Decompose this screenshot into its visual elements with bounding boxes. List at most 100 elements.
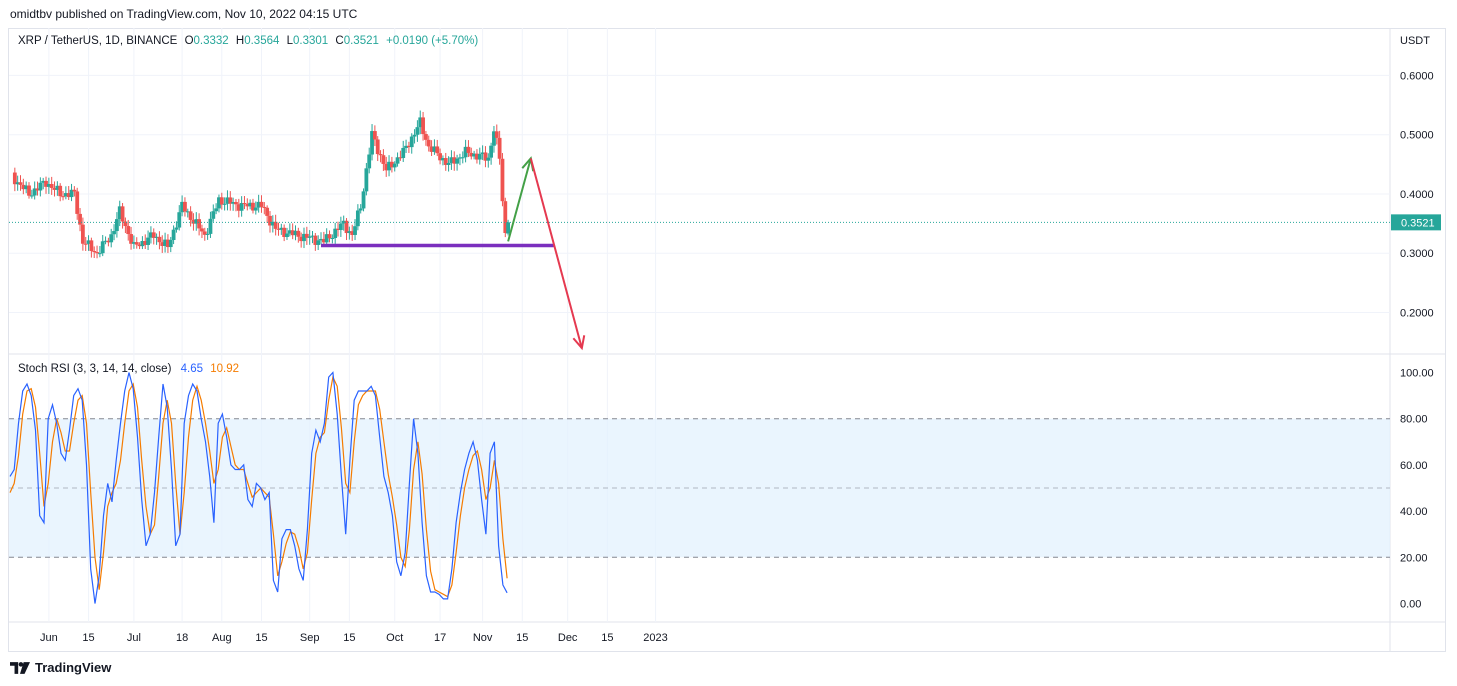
candle-body: [492, 131, 496, 146]
stoch-k-line: [9, 371, 508, 604]
candle-body: [421, 117, 425, 135]
candle-body: [364, 168, 369, 192]
candle-body: [89, 240, 94, 252]
candle-body: [443, 158, 448, 165]
candle-body: [154, 236, 159, 238]
candle-body: [418, 117, 423, 128]
high-value: 0.3564: [244, 35, 280, 47]
time-tick-label: Sep: [300, 632, 320, 644]
symbol-name[interactable]: XRP / TetherUS, 1D, BINANCE: [18, 35, 178, 47]
candle-body: [350, 231, 355, 235]
candle-body: [234, 201, 238, 205]
time-tick-label: Jul: [127, 632, 141, 644]
candle-body: [219, 197, 224, 205]
candle-body: [80, 224, 85, 244]
candle-body: [302, 233, 306, 242]
candle-body: [321, 238, 326, 243]
time-tick-label: 18: [176, 632, 188, 644]
candle-body: [494, 131, 499, 138]
candle-body: [83, 243, 88, 245]
candle-body: [205, 233, 210, 235]
candle-body: [307, 236, 312, 238]
candle-body: [97, 253, 102, 255]
candle-body: [228, 197, 233, 204]
candle-body: [180, 201, 184, 213]
candle-body: [486, 157, 491, 161]
candle-body: [100, 241, 105, 254]
candle-body: [78, 213, 82, 225]
candle-body: [477, 154, 482, 160]
candle-body: [149, 232, 153, 238]
candle-body: [293, 230, 298, 236]
candle-body: [256, 201, 261, 208]
stoch-lines: [9, 371, 508, 604]
candle-body: [61, 196, 65, 198]
candle-body: [75, 191, 80, 214]
candle-body: [469, 152, 474, 157]
candle-body: [103, 240, 108, 242]
candle-body: [424, 134, 428, 140]
candle-body: [503, 201, 508, 233]
candle-body: [378, 154, 383, 156]
candle-body: [12, 172, 17, 185]
candle-body: [245, 204, 250, 207]
candle-body: [92, 251, 97, 253]
candle-body: [208, 218, 213, 234]
ohlc-legend: XRP / TetherUS, 1D, BINANCE O0.3332 H0.3…: [18, 35, 482, 47]
candle-body: [197, 219, 202, 229]
candle-body: [248, 202, 253, 207]
candle-body: [472, 153, 477, 157]
drawings[interactable]: [321, 156, 586, 351]
candle-body: [353, 226, 357, 235]
candle-body: [381, 155, 386, 164]
candle-body: [299, 236, 304, 242]
candle-body: [58, 185, 63, 197]
candle-body: [171, 229, 176, 241]
candle-body: [117, 206, 122, 220]
current-price-label: 0.3521: [1401, 217, 1435, 229]
projection-down-arrow-head: [572, 335, 586, 351]
candle-body: [123, 221, 128, 227]
candle-body: [455, 158, 459, 164]
stoch-d-line: [9, 375, 508, 598]
candle-body: [506, 222, 511, 234]
candle-body: [290, 230, 295, 236]
chart-frame: [8, 28, 1446, 652]
candle-body: [429, 146, 434, 152]
candle-body: [273, 221, 278, 229]
time-tick-label: 2023: [643, 632, 667, 644]
candle-body: [466, 146, 471, 153]
candle-body: [27, 185, 31, 196]
candle-body: [310, 235, 315, 237]
time-tick-label: 15: [601, 632, 613, 644]
candle-body: [166, 239, 170, 248]
candle-body: [358, 208, 363, 211]
candle-body: [163, 239, 167, 246]
candle-body: [35, 188, 40, 191]
candle-body: [191, 219, 196, 224]
candle-body: [231, 201, 236, 204]
candle-body: [441, 158, 445, 161]
price-tick-label: 0.6000: [1400, 70, 1434, 82]
candle-body: [367, 154, 372, 169]
candle-body: [268, 215, 272, 226]
candle-body: [200, 228, 204, 232]
candle-body: [49, 183, 54, 188]
candle-body: [270, 221, 275, 226]
axes: 0.6000 0.5000 0.4000 0.3000 0.2000 USDT Jun 15 J…: [40, 35, 1441, 644]
candle-body: [458, 157, 462, 159]
tradingview-logo[interactable]: TradingView: [10, 660, 111, 675]
time-tick-label: 17: [434, 632, 446, 644]
candle-body: [29, 195, 34, 197]
candle-body: [387, 161, 391, 171]
projection-up-arrow-shaft: [507, 158, 532, 242]
candle-body: [324, 234, 329, 243]
candle-body: [24, 185, 29, 190]
candle-body: [251, 202, 255, 211]
candle-body: [95, 252, 99, 254]
candle-body: [276, 228, 281, 230]
candle-body: [18, 182, 23, 185]
stoch-rsi-label[interactable]: Stoch RSI (3, 3, 14, 14, close): [18, 363, 172, 375]
close-value: 0.3521: [343, 35, 379, 47]
